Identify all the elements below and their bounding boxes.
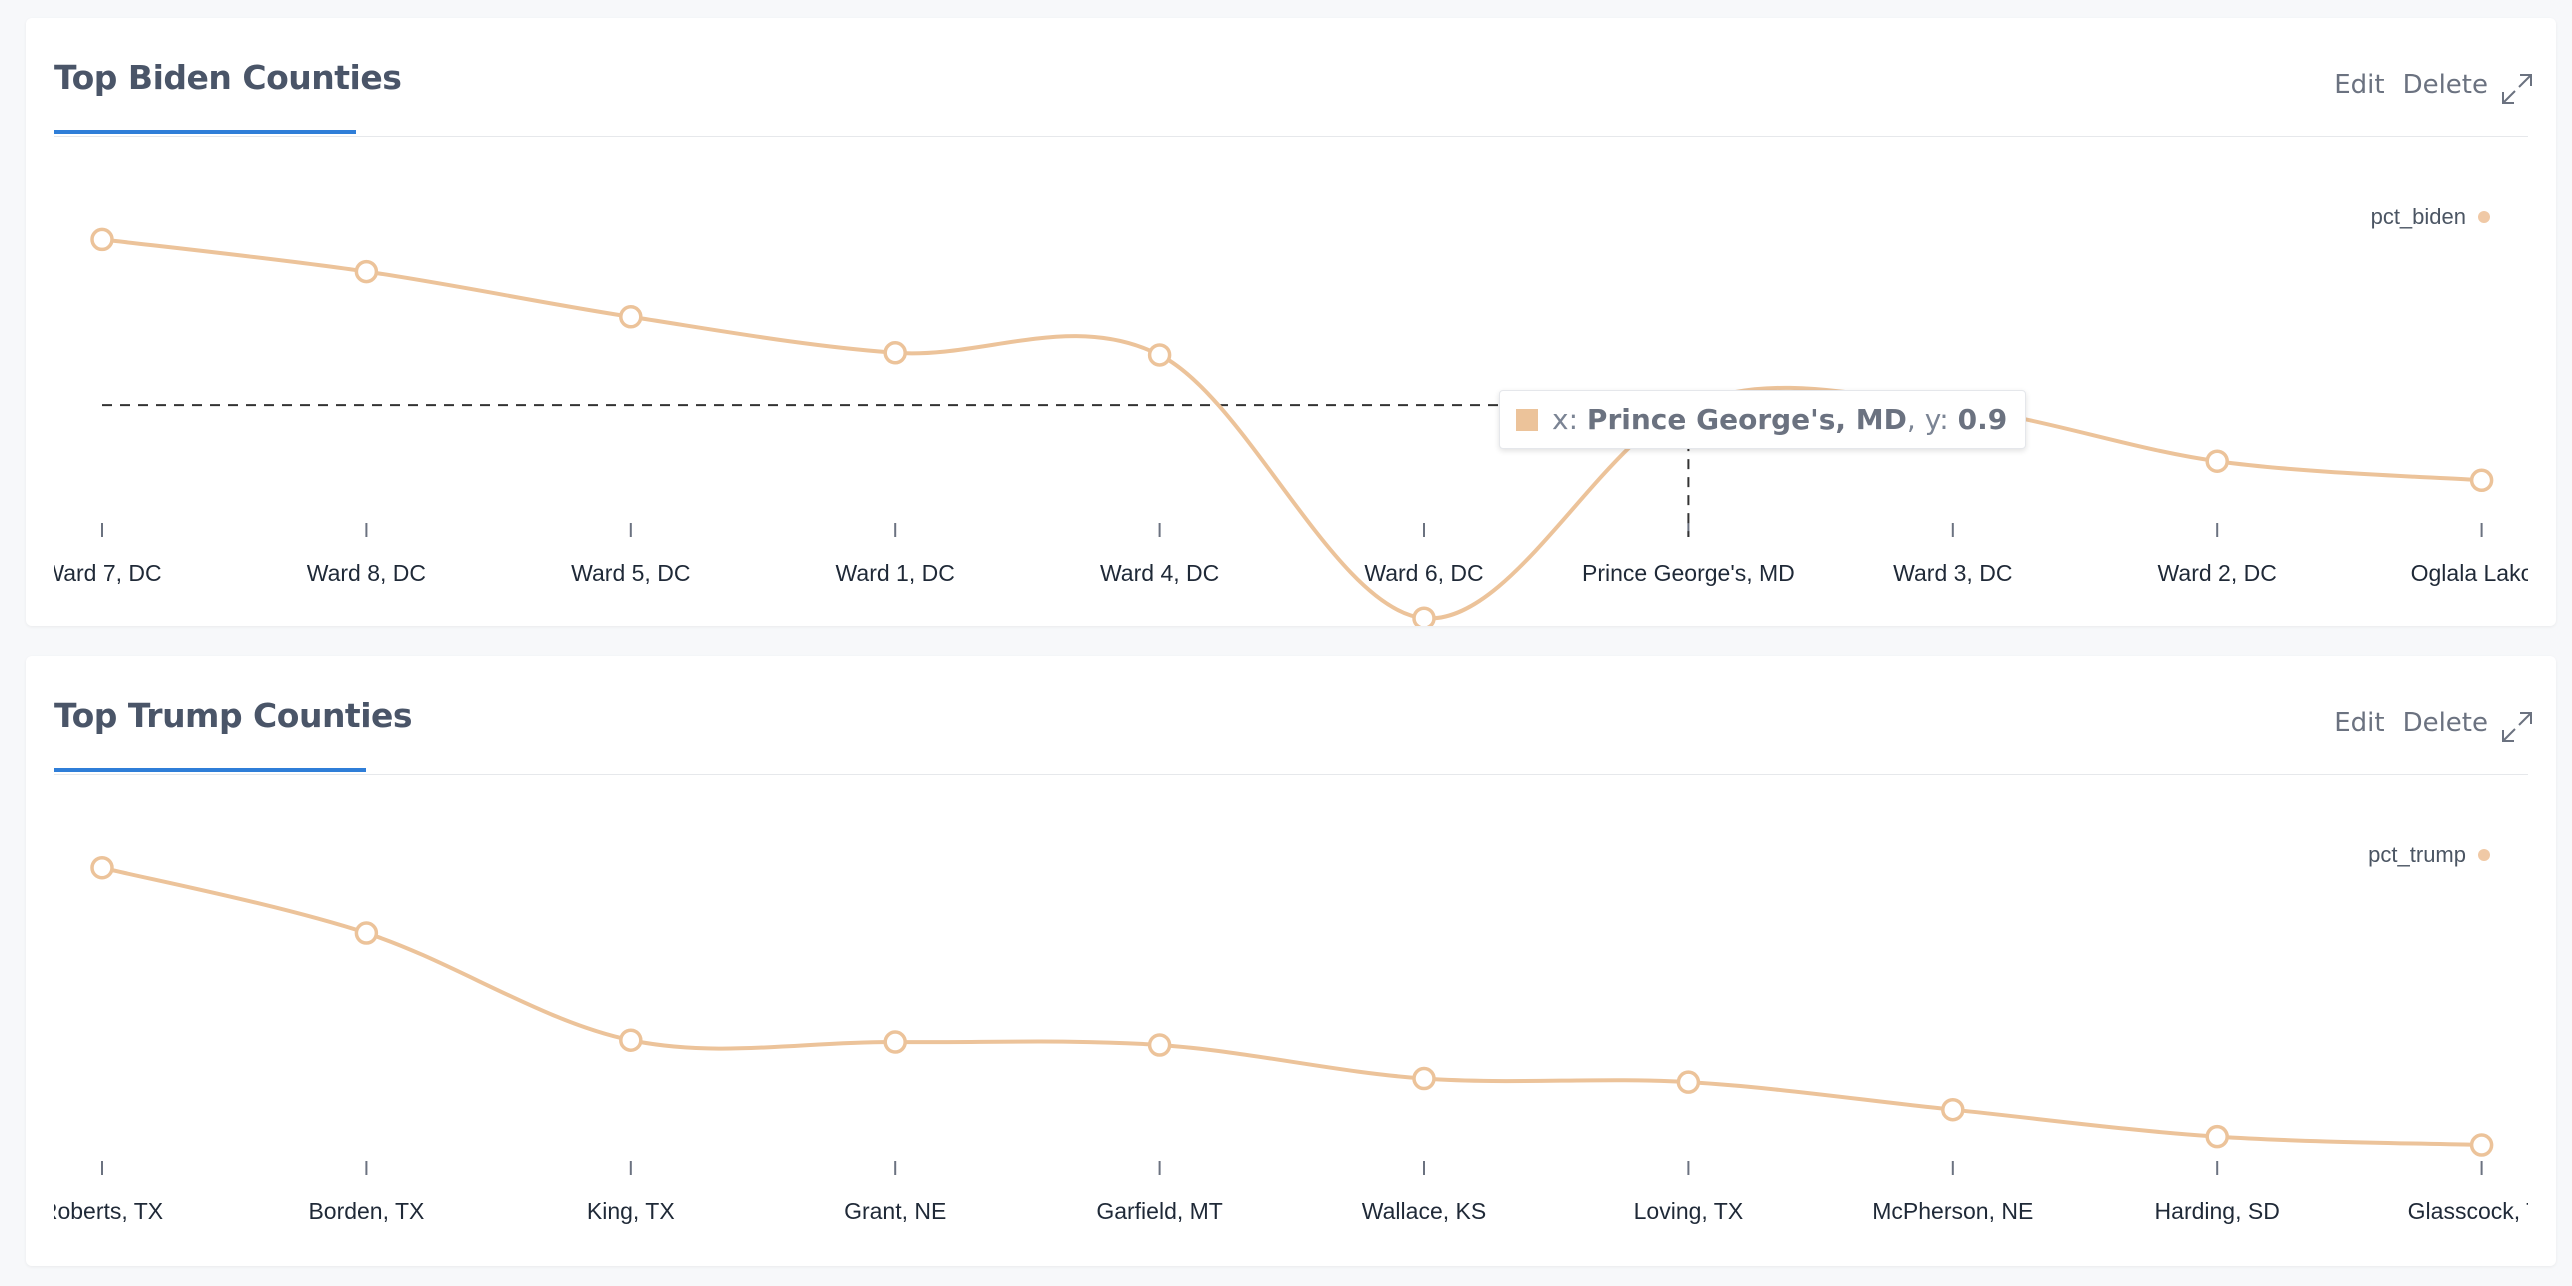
x-tick-label: King, TX	[587, 1198, 675, 1224]
card-title: Top Trump Counties	[54, 696, 413, 735]
line-chart-biden[interactable]: Ward 7, DC Ward 8, DC Ward 5, DC Ward 1, DC…	[26, 18, 2556, 626]
data-point[interactable]	[1147, 1033, 1172, 1057]
tooltip-y-value: 0.9	[1957, 403, 2008, 436]
series-line	[101, 237, 2482, 621]
legend-dot-icon	[2478, 211, 2490, 223]
x-tick-label: Borden, TX	[308, 1198, 424, 1224]
chart-legend[interactable]: pct_biden	[2371, 204, 2490, 230]
x-tick-label: McPherson, NE	[1872, 1198, 2033, 1224]
data-point[interactable]	[883, 341, 907, 365]
data-point[interactable]	[1412, 1066, 1436, 1091]
data-point[interactable]	[619, 305, 643, 329]
data-point[interactable]	[619, 1028, 643, 1052]
data-point[interactable]	[1676, 1070, 1701, 1094]
header-divider	[54, 774, 2528, 775]
edit-button[interactable]: Edit	[2334, 70, 2385, 100]
delete-button[interactable]: Delete	[2402, 70, 2488, 100]
expand-icon[interactable]	[2500, 72, 2534, 106]
data-point[interactable]	[354, 921, 379, 945]
tooltip-x-prefix: x:	[1552, 403, 1579, 436]
active-title-underline	[54, 130, 356, 134]
data-point[interactable]	[90, 855, 114, 880]
x-tick-label: Grant, NE	[844, 1198, 946, 1224]
legend-label: pct_trump	[2368, 842, 2466, 867]
tooltip-x-value: Prince George's, MD	[1586, 403, 1907, 436]
chart-card-trump: Top Trump Counties Edit Delete pct_trump…	[26, 656, 2556, 1266]
x-tick-label: Loving, TX	[1634, 1198, 1744, 1224]
active-title-underline	[54, 768, 366, 772]
x-tick-label: Ward 8, DC	[307, 560, 426, 586]
x-tick-label: Oglala Lakota	[2411, 560, 2553, 586]
chart-card-biden: Top Biden Counties Edit Delete pct_biden…	[26, 18, 2556, 626]
x-tick-label: Harding, SD	[2155, 1198, 2280, 1224]
edit-button[interactable]: Edit	[2334, 708, 2385, 738]
data-point[interactable]	[1147, 343, 1172, 367]
data-point[interactable]	[2205, 449, 2229, 473]
card-actions: Edit Delete	[2334, 70, 2488, 100]
legend-label: pct_biden	[2370, 204, 2466, 229]
tooltip-swatch-icon	[1516, 408, 1538, 431]
x-tick-label: Ward 3, DC	[1893, 560, 2012, 586]
delete-button[interactable]: Delete	[2402, 708, 2488, 738]
x-tick-label: Ward 5, DC	[571, 560, 690, 586]
x-tick-label: Ward 7, DC	[42, 560, 161, 586]
chart-tooltip: x: Prince George's, MD, y: 0.9	[1499, 390, 2027, 449]
card-actions: Edit Delete	[2334, 708, 2488, 738]
data-point[interactable]	[1412, 606, 1436, 626]
x-tick-label: Garfield, MT	[1096, 1198, 1223, 1224]
data-point[interactable]	[883, 1030, 907, 1054]
card-title: Top Biden Counties	[54, 58, 402, 97]
legend-dot-icon	[2478, 849, 2490, 861]
x-tick-label: Glasscock, TX	[2408, 1198, 2556, 1224]
data-point[interactable]	[354, 259, 379, 284]
x-tick-label: Ward 1, DC	[836, 560, 955, 586]
data-point[interactable]	[90, 227, 114, 252]
data-point[interactable]	[2469, 1133, 2494, 1157]
x-tick-label: Roberts, TX	[41, 1198, 163, 1224]
data-point[interactable]	[2205, 1124, 2229, 1149]
series-line	[101, 865, 2482, 1148]
x-tick-label: Ward 6, DC	[1364, 560, 1483, 586]
x-tick-label: Ward 4, DC	[1100, 560, 1219, 586]
x-tick-label: Prince George's, MD	[1582, 560, 1795, 586]
chart-legend[interactable]: pct_trump	[2368, 842, 2490, 868]
tooltip-text: x: Prince George's, MD, y: 0.9	[1552, 403, 2007, 436]
x-tick-label: Wallace, KS	[1362, 1198, 1486, 1224]
line-chart-trump[interactable]: Roberts, TX Borden, TX King, TX Grant, NE Ga…	[26, 656, 2556, 1266]
data-point[interactable]	[1941, 1097, 1965, 1122]
x-tick-label: Ward 2, DC	[2158, 560, 2277, 586]
expand-icon[interactable]	[2500, 710, 2534, 744]
tooltip-y-prefix: , y:	[1906, 403, 1949, 436]
header-divider	[54, 136, 2528, 137]
data-point[interactable]	[2469, 468, 2494, 493]
